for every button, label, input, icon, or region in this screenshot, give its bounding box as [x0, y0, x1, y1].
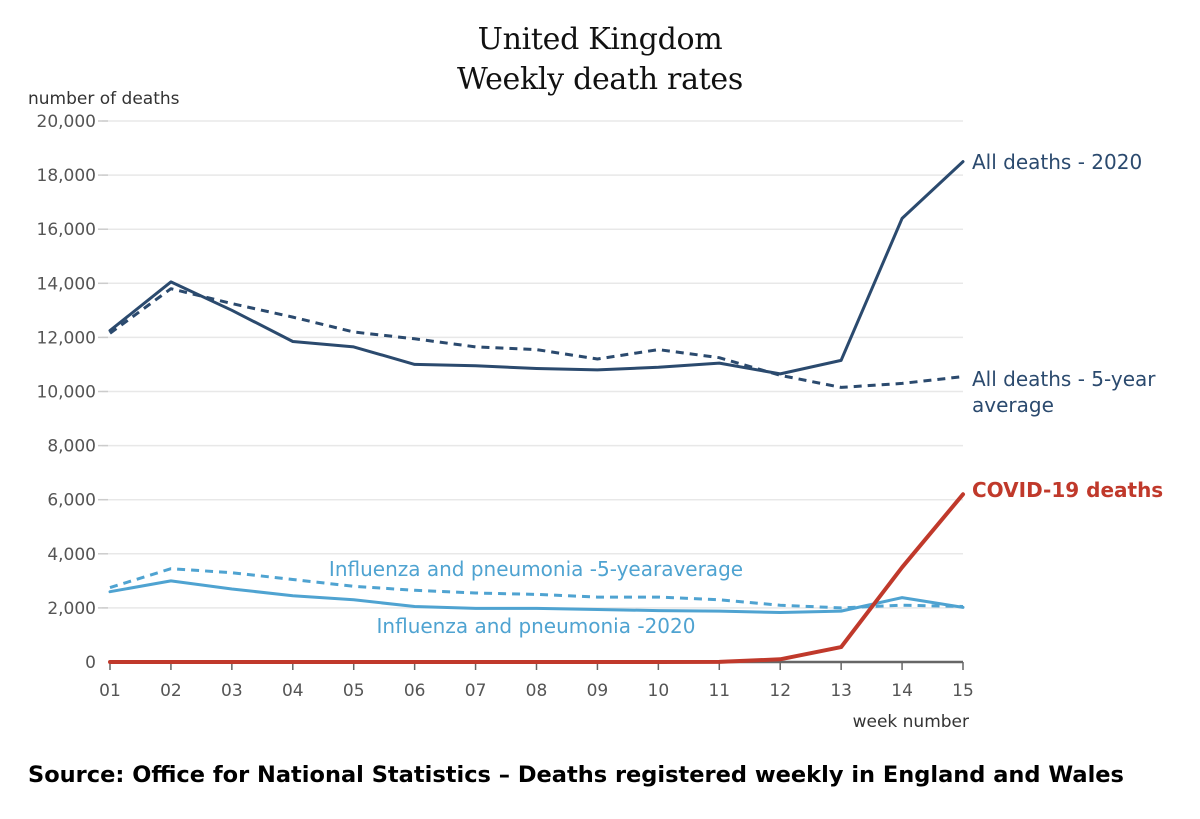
x-tick-label: 01 [99, 681, 121, 701]
x-tick-label: 04 [282, 681, 304, 701]
series-label-covid-19-deaths: COVID-19 deaths [972, 478, 1163, 502]
x-tick-label: 12 [769, 681, 791, 701]
series-line-all-deaths-2020 [108, 160, 965, 376]
series-label-influenza-and-pneumonia-2020: Influenza and pneumonia -2020 [377, 614, 696, 638]
chart-title-line-1: United Kingdom [477, 22, 723, 57]
x-tick-label: 09 [587, 681, 609, 701]
x-axis-title: week number [853, 712, 969, 732]
y-tick-label: 0 [85, 653, 96, 673]
x-tick-label: 11 [708, 681, 730, 701]
y-tick-label: 2,000 [47, 599, 96, 619]
series-lines [108, 160, 965, 664]
y-tick-label: 14,000 [37, 274, 96, 294]
y-tick-label: 18,000 [37, 166, 96, 186]
x-tick-label: 05 [343, 681, 365, 701]
y-tick-label: 6,000 [47, 491, 96, 511]
series-label-all-deaths-5-year-average: All deaths - 5-year [972, 367, 1156, 391]
x-tick-label: 13 [830, 681, 852, 701]
y-tick-label: 10,000 [37, 383, 96, 403]
series-line-all-deaths-5-year-average [109, 287, 964, 389]
y-tick-label: 16,000 [37, 220, 96, 240]
series-label-all-deaths-2020: All deaths - 2020 [972, 150, 1142, 174]
chart-title-line-2: Weekly death rates [457, 62, 743, 97]
x-tick-label: 14 [891, 681, 913, 701]
series-line-influenza-and-pneumonia-2020 [108, 579, 965, 614]
y-tick-label: 4,000 [47, 545, 96, 565]
series-label-all-deaths-5-year-average: average [972, 393, 1054, 417]
gridlines [102, 120, 963, 609]
series-line-covid-19-deaths [108, 492, 965, 664]
x-tick-label: 07 [465, 681, 487, 701]
y-tick-label: 20,000 [37, 112, 96, 132]
x-tick-label: 08 [526, 681, 548, 701]
x-tick-label: 15 [952, 681, 974, 701]
series-line-influenza-and-pneumonia-5-yearaverage [109, 567, 964, 610]
x-tick-label: 02 [160, 681, 182, 701]
x-tick-label: 06 [404, 681, 426, 701]
y-tick-label: 8,000 [47, 437, 96, 457]
y-tick-label: 12,000 [37, 328, 96, 348]
series-label-influenza-and-pneumonia-5-yearaverage: Influenza and pneumonia -5-yearaverage [329, 557, 743, 581]
x-tick-label: 10 [648, 681, 670, 701]
source-note: Source: Office for National Statistics –… [28, 762, 1124, 788]
series-labels: All deaths - 2020 All deaths - 5-yearaver… [329, 150, 1163, 638]
x-tick-label: 03 [221, 681, 243, 701]
y-axis-title: number of deaths [28, 89, 180, 109]
